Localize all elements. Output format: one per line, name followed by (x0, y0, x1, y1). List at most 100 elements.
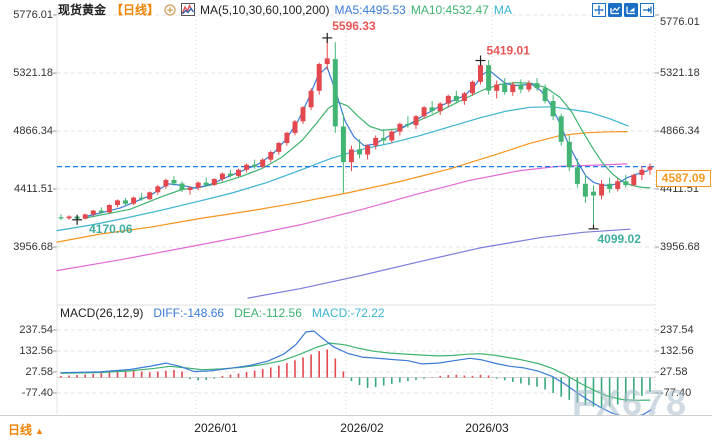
candle-body (631, 174, 637, 186)
candle-body (252, 164, 258, 167)
price-axis-label: 3956.68 (13, 241, 53, 253)
price-annotation: 4170.06 (89, 222, 133, 236)
macd-axis-label: -77.40 (660, 386, 692, 399)
candle-body (58, 217, 64, 219)
price-axis-label: 5776.01 (660, 16, 700, 28)
ma-line-ma100 (56, 163, 628, 272)
candle-body (373, 137, 379, 146)
macd-axis-label: 237.54 (660, 323, 694, 336)
period-selector[interactable]: 日线 ▲ (8, 421, 44, 438)
go-to-latest-icon[interactable] (624, 3, 638, 17)
macd-axis-label: 132.56 (660, 344, 694, 357)
candle-body (494, 84, 500, 91)
add-indicator-icon[interactable] (164, 3, 176, 16)
ma-line-ma60 (56, 131, 628, 243)
candle-body (292, 121, 298, 133)
fit-scale-icon[interactable] (608, 3, 622, 17)
candle-body (195, 182, 201, 188)
candle-body (502, 84, 508, 93)
date-axis-label: 2026/03 (465, 421, 509, 435)
candle-body (558, 116, 564, 142)
candle-body (534, 83, 540, 89)
candle-body (445, 95, 451, 104)
candle-body (518, 84, 524, 90)
price-axis-label: 4411.51 (14, 183, 53, 195)
candle-body (566, 141, 572, 168)
candle-body (437, 103, 443, 112)
current-price-badge: 4587.09 (656, 170, 711, 187)
candle-body (470, 81, 475, 94)
chart-toolbar (592, 3, 654, 17)
candle-body (510, 84, 516, 93)
symbol-name: 现货黄金 (58, 3, 107, 17)
macd-settings-label[interactable]: MACD(26,12,9) (60, 306, 144, 320)
candle-body (389, 131, 395, 141)
period-tag: 【日线】 (111, 3, 160, 17)
candle-body (147, 192, 153, 200)
candle-body (308, 90, 314, 108)
candle-body (236, 169, 241, 176)
candle-body (574, 167, 580, 184)
price-annotation: 5419.01 (487, 44, 531, 58)
candle-body (316, 64, 322, 91)
price-axis-label: 4866.34 (660, 125, 700, 137)
macd-header: MACD(26,12,9) DIFF:-148.66 DEA:-112.56 M… (60, 306, 385, 320)
ma-indicator-icon[interactable] (181, 3, 196, 16)
candles (58, 37, 653, 229)
macd-axis-label: 27.58 (660, 365, 688, 378)
candle-body (82, 214, 88, 219)
candle-body (582, 183, 588, 197)
candle-body (591, 191, 596, 196)
candle-body (324, 58, 330, 64)
candle-body (542, 88, 548, 101)
candle-body (429, 107, 435, 112)
candle-body (365, 145, 371, 155)
candle-body (219, 173, 225, 179)
price-axis-label: 5321.18 (660, 67, 700, 79)
candle-body (486, 65, 492, 91)
candle-body (98, 210, 104, 213)
dea-value-label: DEA:-112.56 (234, 306, 302, 320)
candle-body (115, 200, 120, 205)
price-annotation: 5596.33 (332, 19, 376, 33)
candle-body (260, 159, 266, 167)
ma-line-ma30 (56, 106, 629, 232)
shift-right-icon[interactable] (640, 3, 654, 17)
candle-body (163, 180, 169, 187)
candle-body (639, 169, 645, 175)
date-axis-label: 2026/02 (340, 421, 384, 435)
candle-body (405, 123, 411, 126)
ma-settings-label[interactable]: MA(5,10,30,60,100,200) (200, 2, 330, 17)
macd-axis-label: -77.40 (21, 386, 53, 399)
candle-body (348, 149, 354, 163)
candle-body (340, 126, 346, 163)
candle-body (461, 93, 467, 101)
diff-value-label: DIFF:-148.66 (153, 306, 225, 320)
candle-body (139, 197, 145, 200)
candle-body (332, 59, 338, 127)
candle-body (550, 101, 556, 117)
ma-line-ma200 (247, 228, 631, 299)
candle-body (276, 143, 282, 152)
candle-body (381, 137, 387, 141)
crosshair-icon[interactable] (592, 3, 606, 17)
candle-body (268, 152, 274, 160)
candle-body (421, 107, 427, 117)
candle-body (623, 181, 629, 186)
macd-axis-label: 237.54 (19, 323, 53, 336)
macd-axis-label: 27.58 (25, 365, 53, 378)
candle-body (284, 132, 290, 143)
candle-body (357, 149, 362, 155)
macd-axis-label: 132.56 (19, 344, 53, 357)
candle-body (227, 173, 233, 176)
candle-body (300, 107, 306, 122)
chart-header: 现货黄金 【日线】 MA(5,10,30,60,100,200) MA5:449… (58, 2, 512, 18)
candle-body (131, 197, 137, 204)
candle-body (106, 205, 112, 213)
candle-body (453, 95, 459, 101)
candle-body (123, 200, 128, 204)
date-axis-label: 2026/01 (194, 421, 238, 435)
price-axis-label: 5776.01 (13, 9, 53, 21)
